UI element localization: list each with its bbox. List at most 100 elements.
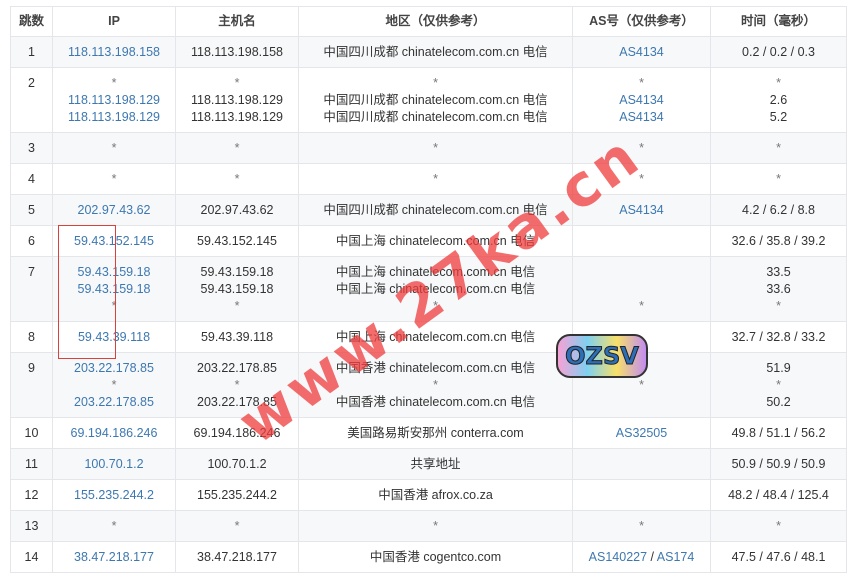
ip-line[interactable]: 59.43.152.145 — [74, 233, 154, 248]
region-cell: 中国四川成都 chinatelecom.com.cn 电信 — [298, 36, 573, 68]
as-line — [573, 281, 710, 298]
time-line: * — [776, 299, 781, 313]
ip-line[interactable]: 203.22.178.85 — [74, 361, 154, 375]
hop-cell: 13 — [10, 510, 53, 542]
header-time: 时间（毫秒） — [710, 6, 847, 37]
as-link[interactable]: AS4134 — [619, 110, 664, 124]
hostname-line: 100.70.1.2 — [207, 456, 267, 471]
as-line: AS32505 — [573, 425, 710, 442]
time-line: * — [776, 171, 781, 186]
table-row: 7 59.43.159.18 59.43.159.18 * 59.43.159.18 59… — [10, 256, 847, 322]
ip-line[interactable]: 118.113.198.158 — [68, 44, 160, 59]
ip-cell: 38.47.218.177 — [52, 541, 176, 573]
ip-line: * — [111, 140, 117, 155]
region-line: * — [433, 518, 438, 533]
as-line: AS140227 / AS174 — [573, 549, 710, 566]
hostname-line: 38.47.218.177 — [197, 549, 277, 564]
as-cell: * — [572, 132, 711, 164]
region-line: 中国香港 cogentco.com — [369, 549, 502, 564]
hostname-line: 59.43.152.145 — [197, 233, 277, 248]
time-line: 50.9 / 50.9 / 50.9 — [731, 456, 826, 471]
header-region: 地区（仅供参考） — [298, 6, 573, 37]
hop-cell: 3 — [10, 132, 53, 164]
ip-cell: 100.70.1.2 — [52, 448, 176, 480]
hostname-cell: 203.22.178.85 * 203.22.178.85 — [175, 352, 299, 418]
ip-line: * — [111, 378, 117, 392]
region-line: * — [433, 171, 438, 186]
ip-line: * — [111, 299, 117, 313]
as-cell: AS140227 / AS174 — [572, 541, 711, 573]
as-line: AS4134 — [573, 109, 710, 126]
ip-cell: 155.235.244.2 — [52, 479, 176, 511]
as-value: * — [639, 518, 644, 533]
header-as: AS号（仅供参考） — [572, 6, 711, 37]
as-line: AS4134 — [573, 92, 710, 109]
as-link[interactable]: AS4134 — [619, 93, 664, 107]
region-cell: * — [298, 163, 573, 195]
time-line: * — [776, 140, 781, 155]
hostname-cell: 202.97.43.62 — [175, 194, 299, 226]
hostname-cell: 59.43.39.118 — [175, 321, 299, 353]
as-line: * — [573, 377, 710, 394]
hostname-line: 59.43.39.118 — [200, 329, 274, 344]
region-line: * — [433, 140, 438, 155]
time-cell: * — [710, 132, 847, 164]
time-line: 5.2 — [769, 110, 788, 124]
region-cell: 中国四川成都 chinatelecom.com.cn 电信 — [298, 194, 573, 226]
ip-line[interactable]: 38.47.218.177 — [74, 549, 154, 564]
hop-cell: 7 — [10, 256, 53, 322]
time-line: 33.5 — [766, 265, 791, 279]
ip-line[interactable]: 202.97.43.62 — [77, 202, 151, 217]
table-row: 4 * * * * * — [10, 163, 847, 195]
as-link[interactable]: AS174 — [656, 549, 695, 564]
ip-line[interactable]: 100.70.1.2 — [84, 456, 144, 471]
time-cell: * — [710, 163, 847, 195]
ip-line[interactable]: 118.113.198.129 — [68, 110, 160, 124]
table-row: 3 * * * * * — [10, 132, 847, 164]
hostname-line: 69.194.186.246 — [193, 425, 281, 440]
hop-cell: 1 — [10, 36, 53, 68]
as-cell: * — [572, 163, 711, 195]
as-link[interactable]: AS140227 — [588, 549, 648, 564]
as-link[interactable]: AS32505 — [615, 425, 668, 440]
hostname-line: * — [234, 378, 240, 392]
as-link[interactable]: AS4134 — [619, 44, 664, 59]
as-line — [573, 487, 710, 504]
header-hostname: 主机名 — [175, 6, 299, 37]
as-line: * — [573, 140, 710, 157]
time-line: 49.8 / 51.1 / 56.2 — [731, 425, 826, 440]
region-cell: 共享地址 — [298, 448, 573, 480]
as-line — [573, 233, 710, 250]
ip-line[interactable]: 59.43.159.18 — [77, 265, 151, 279]
ip-line: * — [111, 76, 117, 90]
region-cell: * — [298, 510, 573, 542]
ip-cell: * 118.113.198.129 118.113.198.129 — [52, 67, 176, 133]
as-line — [573, 394, 710, 411]
as-link[interactable]: AS4134 — [619, 202, 664, 217]
as-cell: AS4134 — [572, 194, 711, 226]
hop-cell: 5 — [10, 194, 53, 226]
time-line: 33.6 — [766, 282, 791, 296]
table-row: 10 69.194.186.246 69.194.186.246 美国路易斯安那州 c… — [10, 417, 847, 449]
region-line: 美国路易斯安那州 conterra.com — [347, 425, 524, 440]
region-line: 中国上海 chinatelecom.com.cn 电信 — [335, 282, 536, 296]
ip-cell: 59.43.159.18 59.43.159.18 * — [52, 256, 176, 322]
table-row: 12 155.235.244.2 155.235.244.2 中国香港 afrox.c… — [10, 479, 847, 511]
ip-line[interactable]: 59.43.39.118 — [77, 329, 151, 344]
hop-cell: 8 — [10, 321, 53, 353]
time-line: * — [776, 378, 781, 392]
region-line: 共享地址 — [410, 456, 461, 471]
hostname-cell: 69.194.186.246 — [175, 417, 299, 449]
hop-cell: 10 — [10, 417, 53, 449]
as-cell: AS4134 — [572, 36, 711, 68]
as-value: * — [639, 76, 644, 90]
ip-line[interactable]: 69.194.186.246 — [70, 425, 158, 440]
ip-line[interactable]: 203.22.178.85 — [74, 395, 154, 409]
ip-line[interactable]: 155.235.244.2 — [74, 487, 154, 502]
ip-line[interactable]: 118.113.198.129 — [68, 93, 160, 107]
as-cell — [572, 448, 711, 480]
time-line: 4.2 / 6.2 / 8.8 — [742, 202, 815, 217]
ip-line[interactable]: 59.43.159.18 — [77, 282, 151, 296]
region-line: 中国香港 afrox.co.za — [378, 487, 493, 502]
time-cell: 33.5 33.6 * — [710, 256, 847, 322]
